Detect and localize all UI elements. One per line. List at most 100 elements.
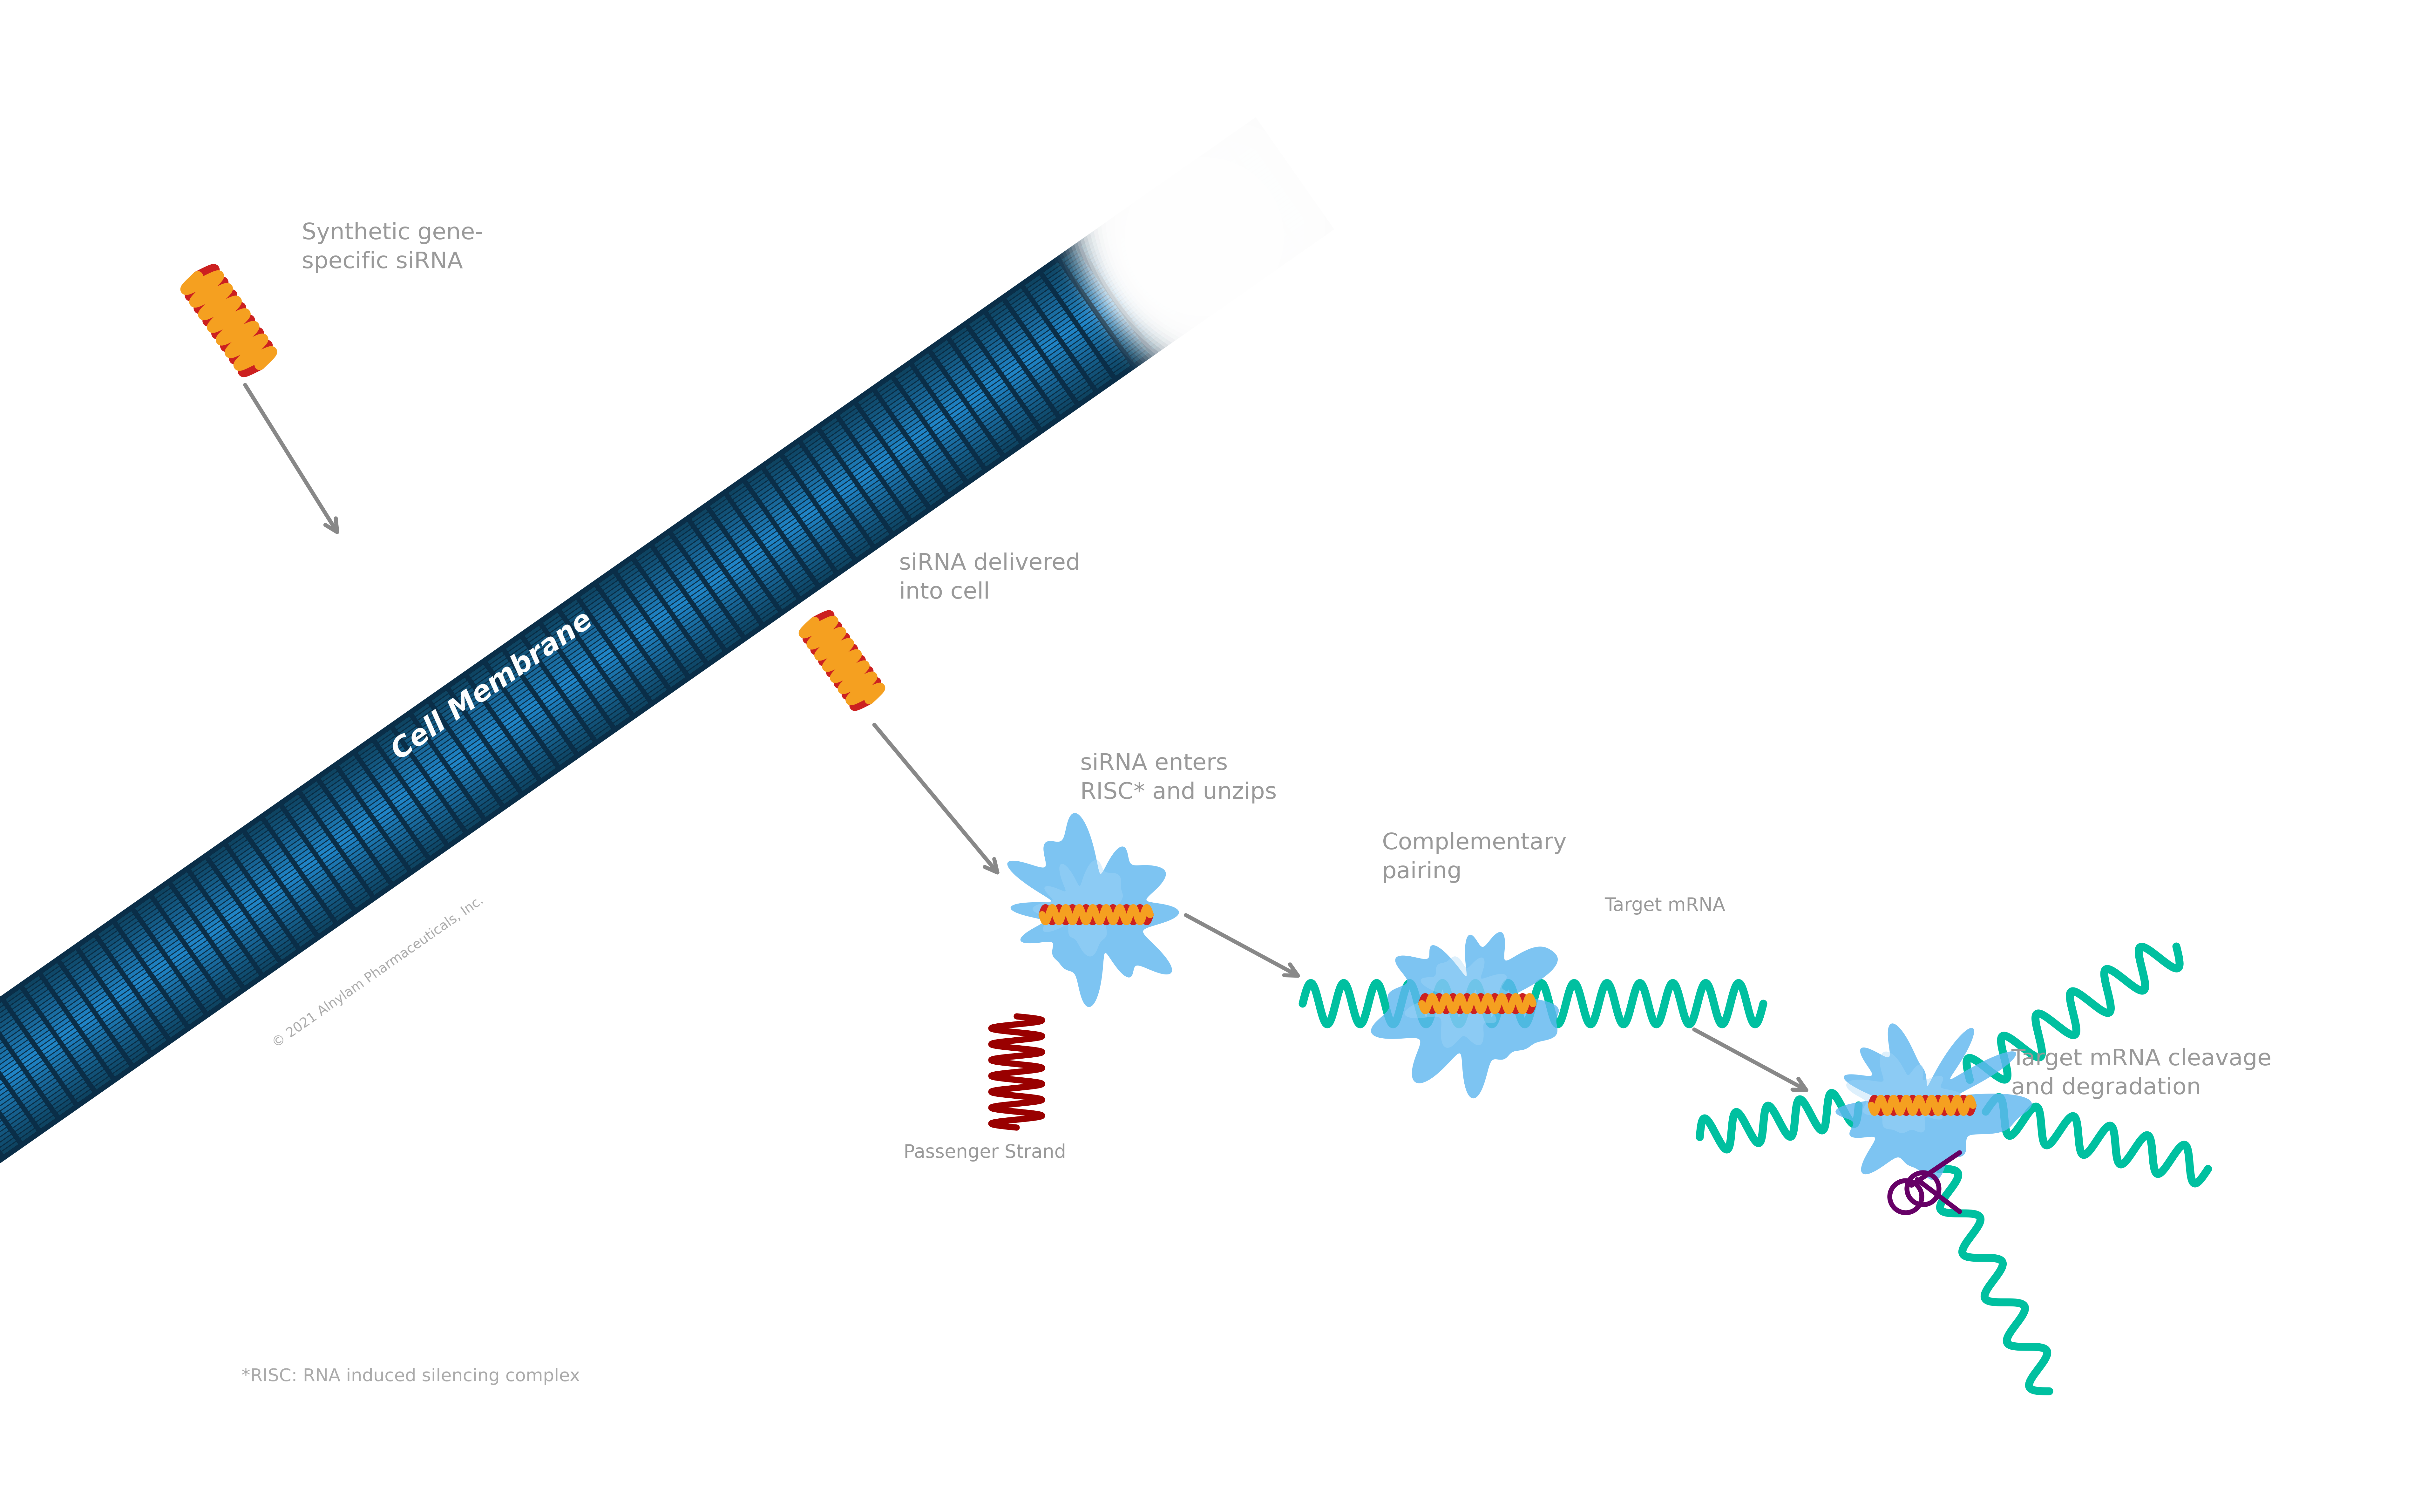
Polygon shape xyxy=(1036,289,1050,302)
Polygon shape xyxy=(912,469,927,481)
Polygon shape xyxy=(717,507,734,519)
Polygon shape xyxy=(695,553,712,565)
Polygon shape xyxy=(683,617,700,631)
Polygon shape xyxy=(1190,195,1207,209)
Polygon shape xyxy=(483,723,497,736)
Polygon shape xyxy=(278,865,295,878)
Polygon shape xyxy=(657,656,674,670)
Polygon shape xyxy=(1050,310,1065,324)
Polygon shape xyxy=(350,773,367,786)
Polygon shape xyxy=(961,460,978,473)
Polygon shape xyxy=(227,953,244,965)
Polygon shape xyxy=(731,567,748,581)
Polygon shape xyxy=(546,656,562,670)
Polygon shape xyxy=(1086,284,1103,296)
Polygon shape xyxy=(941,473,958,485)
Polygon shape xyxy=(101,1009,118,1022)
Polygon shape xyxy=(0,1009,7,1022)
Polygon shape xyxy=(789,491,806,505)
Polygon shape xyxy=(1161,313,1178,327)
Polygon shape xyxy=(314,877,331,889)
Polygon shape xyxy=(1197,206,1214,219)
Polygon shape xyxy=(674,641,690,653)
Polygon shape xyxy=(724,558,741,570)
Polygon shape xyxy=(533,677,550,689)
Polygon shape xyxy=(524,744,541,758)
Polygon shape xyxy=(1026,357,1043,369)
Polygon shape xyxy=(14,1002,31,1016)
Polygon shape xyxy=(840,405,857,417)
Polygon shape xyxy=(710,537,727,549)
Polygon shape xyxy=(422,754,437,768)
Polygon shape xyxy=(299,934,314,947)
Polygon shape xyxy=(239,850,256,863)
Polygon shape xyxy=(285,798,302,810)
Polygon shape xyxy=(1164,236,1180,248)
Polygon shape xyxy=(818,493,835,505)
Polygon shape xyxy=(823,499,840,513)
Polygon shape xyxy=(620,646,637,659)
Polygon shape xyxy=(459,729,476,742)
Polygon shape xyxy=(847,457,864,469)
Polygon shape xyxy=(43,1004,60,1016)
Polygon shape xyxy=(19,1010,36,1022)
Polygon shape xyxy=(1031,401,1048,414)
Polygon shape xyxy=(1176,293,1193,307)
Polygon shape xyxy=(881,464,898,476)
Polygon shape xyxy=(58,1102,75,1116)
Polygon shape xyxy=(171,909,188,922)
Polygon shape xyxy=(903,417,920,431)
Polygon shape xyxy=(505,754,521,767)
Polygon shape xyxy=(987,339,1002,351)
Polygon shape xyxy=(244,857,261,871)
Polygon shape xyxy=(0,1087,7,1099)
Polygon shape xyxy=(628,694,645,706)
Polygon shape xyxy=(1154,184,1171,197)
Polygon shape xyxy=(229,956,246,969)
Polygon shape xyxy=(350,851,367,863)
Polygon shape xyxy=(628,656,645,670)
Polygon shape xyxy=(200,913,217,927)
Polygon shape xyxy=(386,821,401,835)
Polygon shape xyxy=(845,531,862,544)
Polygon shape xyxy=(1120,254,1137,268)
Ellipse shape xyxy=(1081,0,1468,381)
Polygon shape xyxy=(435,812,451,826)
Polygon shape xyxy=(512,727,529,739)
Polygon shape xyxy=(268,892,285,906)
Polygon shape xyxy=(104,1049,121,1063)
Polygon shape xyxy=(582,627,599,641)
Polygon shape xyxy=(140,904,157,918)
Polygon shape xyxy=(645,680,661,694)
Polygon shape xyxy=(323,891,340,904)
Polygon shape xyxy=(611,668,628,682)
Polygon shape xyxy=(34,1067,51,1081)
Polygon shape xyxy=(379,733,396,745)
Polygon shape xyxy=(992,345,1007,358)
Polygon shape xyxy=(39,996,56,1010)
Polygon shape xyxy=(63,954,80,966)
Polygon shape xyxy=(599,652,616,665)
Polygon shape xyxy=(900,373,917,386)
Polygon shape xyxy=(538,724,555,738)
Polygon shape xyxy=(739,537,756,550)
Polygon shape xyxy=(1050,392,1067,404)
Polygon shape xyxy=(765,576,782,588)
Polygon shape xyxy=(101,1046,118,1060)
Polygon shape xyxy=(10,1033,27,1046)
Polygon shape xyxy=(65,993,82,1007)
Polygon shape xyxy=(997,434,1014,448)
Polygon shape xyxy=(1212,268,1229,281)
Polygon shape xyxy=(529,670,543,683)
Polygon shape xyxy=(1149,333,1166,346)
Polygon shape xyxy=(133,936,150,948)
Polygon shape xyxy=(164,1018,181,1031)
Polygon shape xyxy=(1016,343,1033,355)
Polygon shape xyxy=(1246,157,1263,169)
Polygon shape xyxy=(1185,266,1202,280)
Polygon shape xyxy=(104,931,121,943)
Polygon shape xyxy=(898,488,915,502)
Polygon shape xyxy=(753,558,770,572)
Polygon shape xyxy=(1287,216,1304,228)
Polygon shape xyxy=(577,620,594,634)
